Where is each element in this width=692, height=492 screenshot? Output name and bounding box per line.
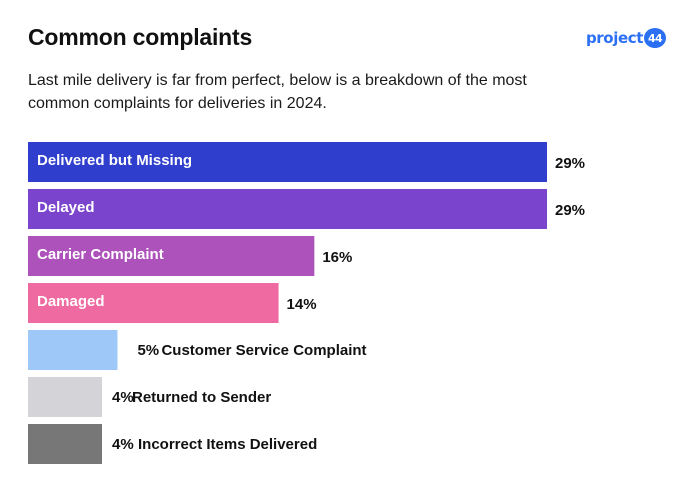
category-label: Carrier Complaint	[37, 246, 164, 263]
value-label: 5%	[137, 342, 159, 359]
value-label: 4%	[112, 389, 134, 406]
value-label: 29%	[555, 202, 585, 219]
category-label: Returned to Sender	[132, 389, 271, 406]
category-label: Customer Service Complaint	[161, 342, 366, 359]
bar-incorrect-items-delivered	[28, 424, 102, 464]
category-label: Delivered but Missing	[37, 152, 192, 169]
logo-badge: 44	[644, 28, 666, 48]
bar-damaged	[28, 283, 279, 323]
category-label: Damaged	[37, 293, 105, 310]
page-title: Common complaints	[28, 24, 253, 50]
page-subtitle: Last mile delivery is far from perfect, …	[28, 72, 527, 112]
bar-delayed	[28, 189, 547, 229]
bar-returned-to-sender	[28, 377, 102, 417]
category-label: Incorrect Items Delivered	[138, 436, 317, 453]
category-label: Delayed	[37, 199, 95, 216]
bar-carrier-complaint	[28, 236, 315, 276]
value-label: 4%	[112, 436, 134, 453]
bar-customer-service-complaint	[28, 330, 118, 370]
bar-delivered-but-missing	[28, 142, 547, 182]
logo-text: project	[585, 29, 643, 47]
value-label: 16%	[322, 249, 352, 266]
brand-logo: project 44	[586, 28, 666, 48]
value-label: 29%	[555, 155, 585, 172]
value-label: 14%	[287, 296, 317, 313]
